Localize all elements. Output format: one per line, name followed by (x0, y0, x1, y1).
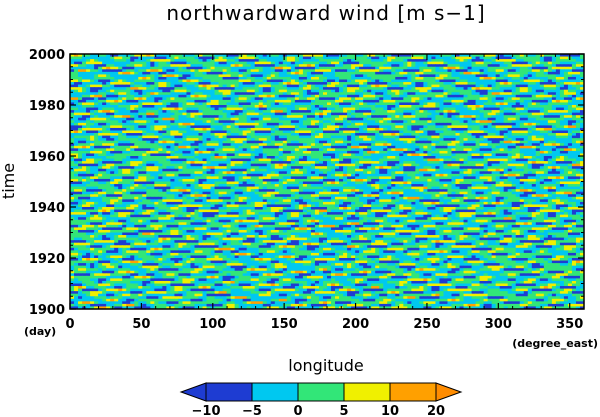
x-tick-label: 0 (65, 317, 74, 332)
x-axis: 0 50 100 150 200 250 300 350 (65, 54, 583, 332)
x-tick-label: 300 (485, 317, 512, 332)
x-tick-label: 50 (132, 317, 150, 332)
colorbar-label: 0 (293, 404, 302, 417)
x-axis-unit: (degree_east) (512, 337, 598, 350)
x-tick-label: 100 (199, 317, 226, 332)
y-tick-label: 1900 (29, 303, 65, 318)
colorbar-label: 10 (381, 404, 399, 417)
y-tick-label: 1920 (29, 252, 65, 267)
colorbar-over-arrow (435, 382, 463, 402)
x-tick-label: 200 (342, 317, 369, 332)
y-tick-label: 1980 (29, 99, 65, 114)
y-tick-label: 2000 (29, 48, 65, 63)
y-axis-label: time (0, 163, 18, 199)
y-axis-unit: (day) (24, 325, 56, 338)
chart-title: northwardward wind [m s−1] (166, 1, 485, 25)
colorbar-swatch (297, 382, 345, 402)
x-tick-label: 150 (271, 317, 298, 332)
colorbar-label: −5 (242, 404, 262, 417)
x-axis-label: longitude (288, 356, 363, 375)
colorbar-label: 5 (339, 404, 348, 417)
colorbar-swatch (343, 382, 391, 402)
y-axis: 1900 1920 1940 1960 1980 2000 (29, 48, 584, 318)
heatmap-field (70, 54, 585, 310)
y-tick-label: 1960 (29, 150, 65, 165)
colorbar-swatch (251, 382, 299, 402)
colorbar-under-arrow (179, 382, 207, 402)
colorbar: −10 −5 0 5 10 20 (179, 382, 463, 417)
colorbar-label: −10 (192, 404, 221, 417)
colorbar-label: 20 (427, 404, 445, 417)
x-tick-label: 250 (413, 317, 440, 332)
colorbar-swatch (389, 382, 437, 402)
y-tick-label: 1940 (29, 201, 65, 216)
colorbar-swatch (205, 382, 253, 402)
x-tick-label: 350 (556, 317, 583, 332)
